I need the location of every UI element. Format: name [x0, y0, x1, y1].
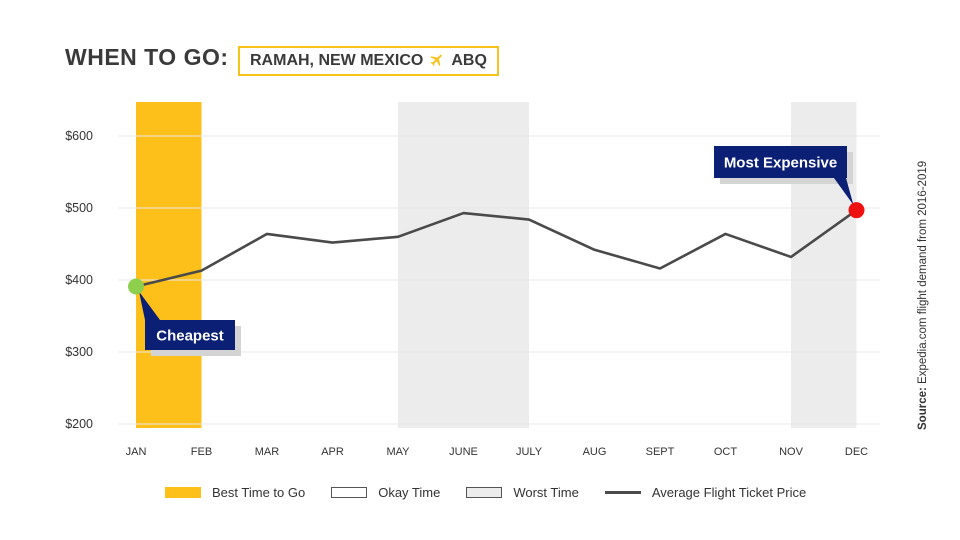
x-tick-label: MAY	[386, 446, 410, 458]
x-tick-label: JULY	[516, 446, 543, 458]
legend-swatch-worst	[466, 487, 503, 498]
cheapest-marker	[128, 278, 144, 295]
legend-label-price: Average Flight Ticket Price	[651, 485, 807, 500]
cheapest-callout-label: Cheapest	[156, 328, 224, 345]
x-tick-label: OCT	[714, 446, 738, 458]
x-tick-label: FEB	[191, 446, 212, 458]
most-expensive-callout-box	[714, 146, 847, 178]
x-tick-label: MAR	[255, 446, 280, 458]
y-tick-label: $400	[65, 273, 93, 287]
band-best-0	[136, 102, 202, 428]
x-tick-label: AUG	[583, 446, 607, 458]
location-name: RAMAH, NEW MEXICO	[250, 52, 424, 69]
source-text: Expedia.com flight demand from 2016-2019	[917, 160, 929, 384]
airport-code: ABQ	[451, 52, 487, 69]
source-note: Source: Expedia.com flight demand from 2…	[917, 161, 929, 430]
x-tick-label: DEC	[845, 446, 868, 458]
legend-item-okay: Okay Time	[331, 485, 440, 500]
y-tick-label: $300	[65, 345, 93, 359]
price-line	[135, 209, 858, 288]
cheapest-callout-pointer	[139, 291, 160, 320]
x-tick-label: JUNE	[449, 446, 478, 458]
x-tick-label: APR	[321, 446, 344, 458]
legend-item-best: Best Time to Go	[165, 485, 305, 500]
most-expensive-callout-label: Most Expensive	[724, 155, 837, 172]
airplane-icon	[428, 52, 446, 71]
page-title: WHEN TO GO:	[65, 44, 229, 70]
legend-swatch-okay	[331, 487, 368, 498]
legend-item-price: Average Flight Ticket Price	[604, 485, 807, 500]
y-tick-label: $500	[65, 201, 93, 215]
band-worst-1	[398, 102, 529, 428]
y-tick-label: $600	[65, 129, 93, 143]
legend-label-best: Best Time to Go	[212, 485, 306, 500]
legend-swatch-price	[604, 491, 641, 494]
most-expensive-marker	[848, 202, 865, 219]
legend-label-worst: Worst Time	[513, 485, 579, 500]
x-tick-label: SEPT	[646, 446, 675, 458]
x-tick-label: NOV	[779, 446, 804, 458]
x-tick-label: JAN	[126, 446, 147, 458]
legend: Best Time to Go Okay Time Worst Time Ave…	[165, 485, 832, 500]
location-box: RAMAH, NEW MEXICO ABQ	[238, 46, 499, 76]
legend-label-okay: Okay Time	[378, 485, 441, 500]
most-expensive-callout-pointer	[834, 178, 854, 206]
legend-item-worst: Worst Time	[466, 485, 579, 500]
legend-swatch-best	[165, 487, 201, 498]
source-label: Source:	[917, 387, 929, 430]
cheapest-callout-box	[145, 320, 235, 350]
y-tick-label: $200	[65, 417, 93, 431]
